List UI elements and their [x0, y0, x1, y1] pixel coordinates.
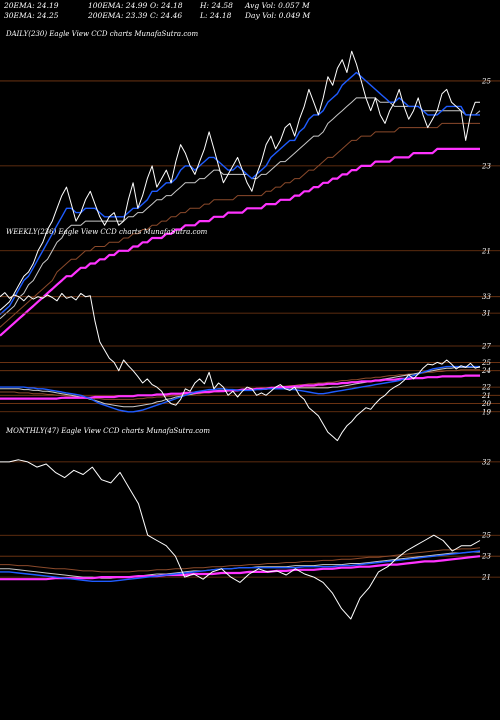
monthly-panel-title: MONTHLY(47) Eagle View CCD charts Munafa… — [5, 427, 210, 435]
daily-y-tick-label: 21 — [481, 247, 491, 255]
weekly-y-tick-label: 25 — [481, 359, 491, 367]
weekly-y-tick-label: 33 — [482, 293, 491, 301]
monthly-y-tick-label: 23 — [481, 553, 491, 561]
daily-ema-fast-line — [0, 71, 480, 316]
monthly-y-tick-label: 32 — [482, 458, 491, 466]
monthly-ema-slow-line — [0, 547, 481, 573]
weekly-y-tick-label: 21 — [481, 392, 491, 400]
header-open: O: 24.18 — [150, 1, 183, 10]
monthly-ema-long-line — [0, 555, 481, 581]
daily-ema-mid-line — [0, 97, 481, 320]
weekly-panel-title: WEEKLY(236) Eagle View CCD charts Munafa… — [6, 228, 208, 236]
weekly-y-tick-label: 20 — [481, 400, 491, 408]
weekly-y-tick-label: 24 — [481, 367, 491, 375]
header-avg-vol: Avg Vol: 0.057 M — [244, 1, 310, 10]
monthly-y-tick-label: 25 — [481, 532, 491, 540]
monthly-panel: 32 25 23 21 MONTHLY(47) Eagle View CCD chart… — [0, 427, 500, 620]
weekly-y-tick-label: 27 — [481, 343, 491, 351]
weekly-ema-fast-line — [0, 365, 480, 413]
monthly-y-tick-label: 21 — [481, 574, 491, 582]
daily-y-tick-label: 25 — [481, 77, 491, 85]
header-high: H: 24.58 — [199, 1, 233, 10]
monthly-price-line — [0, 459, 481, 620]
header-low: L: 24.18 — [199, 11, 232, 20]
daily-panel-title: DAILY(230) Eagle View CCD charts MunafaS… — [5, 30, 198, 38]
header-day-vol: Day Vol: 0.049 M — [244, 11, 311, 20]
header-200ema: 200EMA: 23.39 — [87, 11, 147, 20]
weekly-price-line — [0, 292, 481, 442]
weekly-y-tick-label: 31 — [482, 310, 491, 318]
daily-y-tick-label: 23 — [481, 162, 491, 170]
daily-ema-long-line — [0, 147, 480, 337]
daily-price-line — [0, 50, 480, 311]
monthly-ema-fast-line — [0, 550, 481, 582]
weekly-y-tick-label: 19 — [482, 408, 491, 416]
header-30ema: 30EMA: 24.25 — [4, 11, 59, 20]
header-close: C: 24.46 — [150, 11, 182, 20]
daily-ema-slow-line — [0, 122, 480, 328]
header-20ema: 20EMA: 24.19 — [3, 1, 59, 10]
header-100ema: 100EMA: 24.99 — [88, 1, 147, 10]
daily-panel: 25 23 21 DAILY(230) Eagle View CCD charts M… — [0, 30, 500, 337]
weekly-y-tick-label: 22 — [481, 384, 491, 392]
